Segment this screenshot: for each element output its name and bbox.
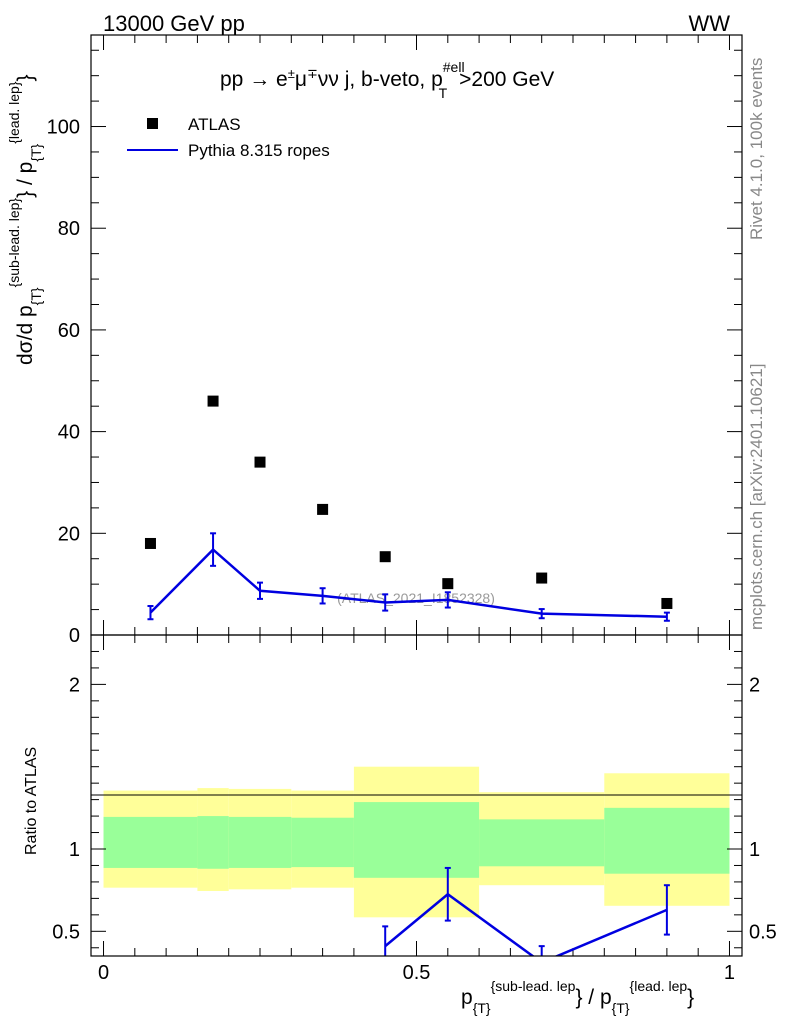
ratio-panel: 0.5 0.51 12 2 0 0.5 1 Ratio to ATLAS p{T}{sub… [23,634,777,1016]
atlas-point [254,456,266,468]
ratio-xtick-label: 0.5 [403,962,431,984]
ratio-xtick-labels: 0 0.5 1 [98,962,735,984]
atlas-point [207,395,219,407]
ratio-ylabel: Ratio to ATLAS [23,747,40,855]
ratio-xtick-label: 0 [98,962,109,984]
ratio-ytick-label-right: 0.5 [749,921,777,943]
main-ytick-labels: 0 20 40 60 80 100 [47,117,80,647]
mcplots-label: mcplots.cern.ch [arXiv:2401.10621] [747,364,766,630]
atlas-point [317,503,329,515]
ratio-xlabel: p{T}{sub-lead. lep} / p{T}{lead. lep} [461,978,694,1016]
atlas-point [379,551,391,563]
header-left: 13000 GeV pp [103,11,245,36]
rivet-label: Rivet 4.1.0, 100k events [747,58,766,240]
main-ytick-label: 80 [58,218,80,240]
ratio-xtick-label: 1 [724,962,735,984]
ratio-band-green [479,819,605,867]
ratio-ticks [91,635,742,956]
atlas-point [144,537,156,549]
legend-atlas-marker [147,118,158,129]
ratio-frame [90,634,743,957]
ratio-bands [103,766,730,918]
ratio-data [382,866,670,956]
legend-atlas-label: ATLAS [188,115,241,134]
ratio-ytick-label-left: 2 [69,674,80,696]
ratio-band-green [103,816,198,868]
main-data [144,395,673,622]
ratio-ytick-labels: 0.5 0.5 1 1 2 2 [52,674,777,943]
ratio-ytick-label-left: 0.5 [52,921,80,943]
main-ytick-label: 40 [58,422,80,444]
ratio-band-green [353,802,480,878]
atlas-point [442,578,454,590]
pythia-line [149,547,667,618]
main-panel: 0 20 40 60 80 100 pp → e±μ∓νν j, b-veto, p#el… [6,34,743,647]
legend-pythia-label: Pythia 8.315 ropes [188,141,330,160]
ratio-band-green [228,816,292,868]
ratio-pythia-line [384,892,668,956]
main-ytick-label: 0 [69,625,80,647]
main-ylabel: dσ/d p{T}{sub-lead. lep}} / p{T}{lead. l… [6,74,44,365]
ratio-band-green [197,816,229,869]
header-right: WW [688,11,730,36]
main-ticks [91,35,742,636]
main-ytick-label: 60 [58,320,80,342]
main-title: pp → e±μ∓νν j, b-veto, p#ell T>200 GeV [220,59,554,101]
ratio-band-green [291,817,354,868]
atlas-point [536,572,548,584]
ratio-ytick-label-right: 2 [749,674,760,696]
atlas-point [661,597,673,609]
ratio-ytick-label-right: 1 [749,839,760,861]
main-ytick-label: 100 [47,117,80,139]
ratio-band-green [604,807,730,874]
main-ytick-label: 20 [58,523,80,545]
ratio-ytick-label-left: 1 [69,839,80,861]
